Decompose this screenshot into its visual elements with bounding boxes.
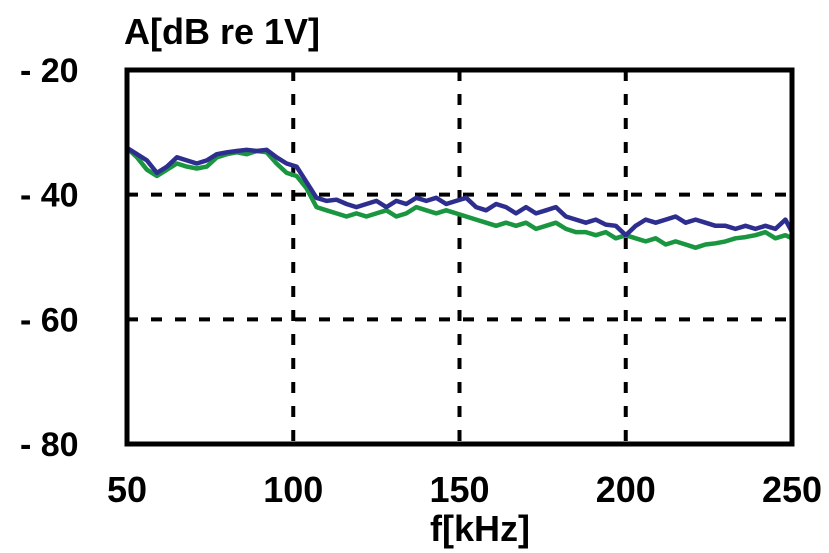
x-tick-label: 150 <box>429 469 489 510</box>
y-tick-label: - 40 <box>20 177 79 215</box>
series-line-0 <box>124 145 795 238</box>
series-group <box>124 145 795 250</box>
x-tick-labels: 50 100 150 200 250 <box>107 469 822 510</box>
grid-lines <box>127 70 792 444</box>
y-tick-label: - 20 <box>20 52 79 90</box>
x-tick-label: 200 <box>596 469 656 510</box>
x-tick-label: 100 <box>263 469 323 510</box>
y-axis-label: A[dB re 1V] <box>124 11 320 52</box>
x-axis-label: f[kHz] <box>430 508 530 549</box>
y-tick-label: - 60 <box>20 301 79 339</box>
x-tick-label: 250 <box>762 469 822 510</box>
x-tick-label: 50 <box>107 469 147 510</box>
y-tick-label: - 80 <box>20 426 79 464</box>
y-tick-labels: - 20 - 40 - 60 - 80 <box>20 52 79 464</box>
plot-frame <box>124 67 795 447</box>
